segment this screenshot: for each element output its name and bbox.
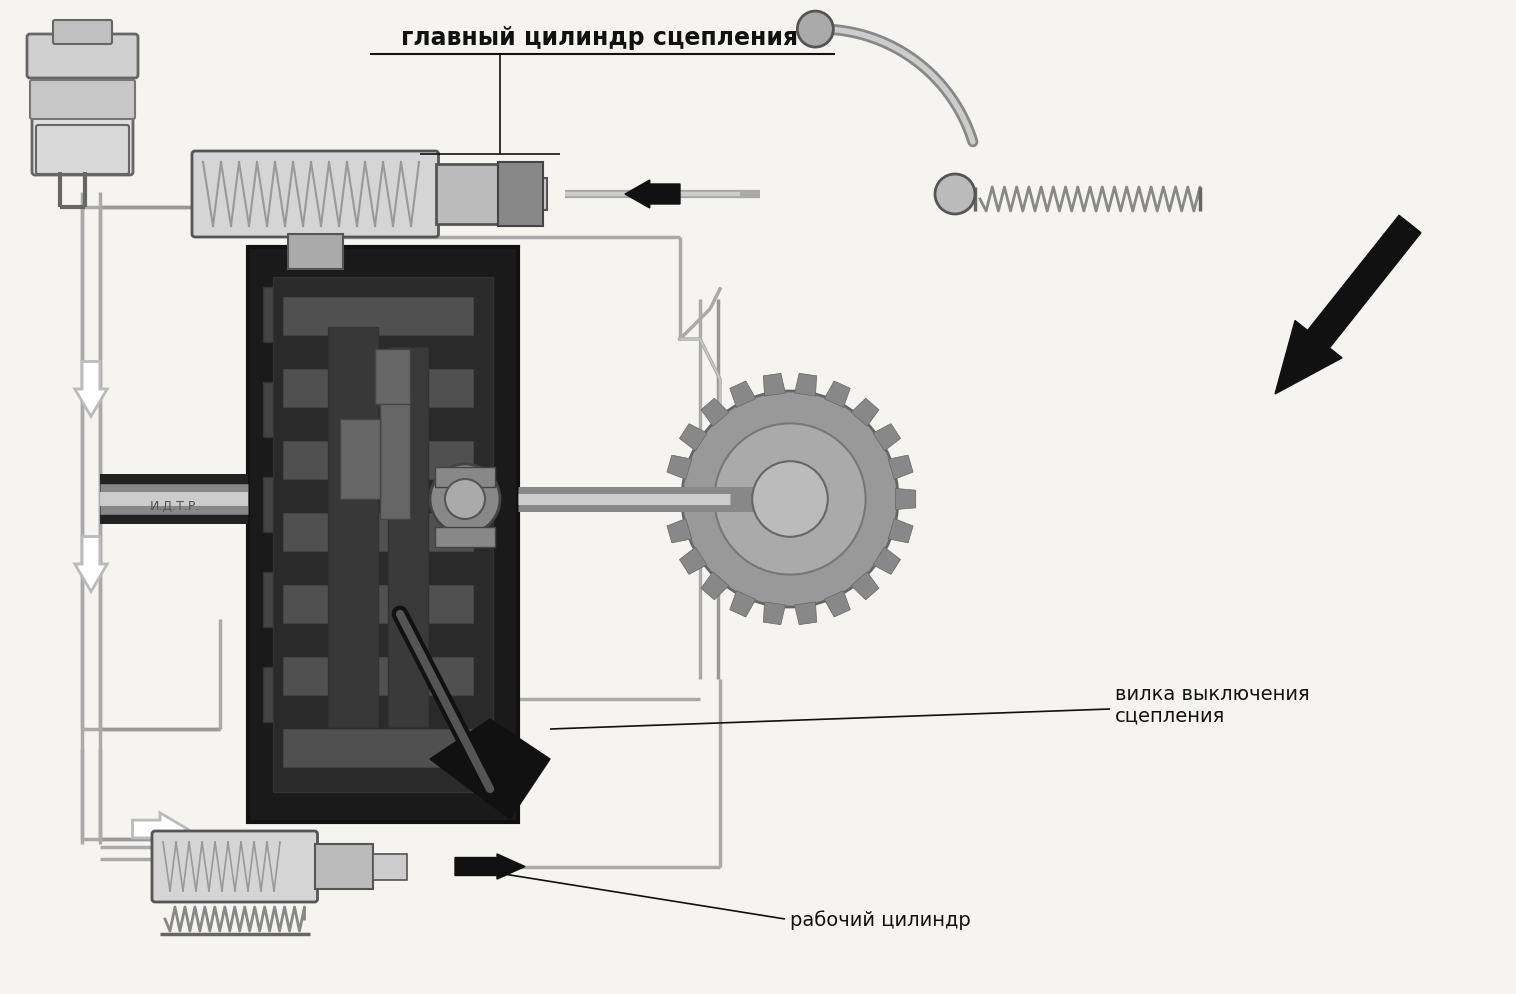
Polygon shape [700, 573, 729, 600]
Polygon shape [825, 591, 850, 617]
FancyBboxPatch shape [152, 831, 317, 903]
FancyArrow shape [455, 854, 525, 880]
Circle shape [935, 175, 975, 215]
Bar [283, 730, 473, 767]
Text: И.Д.Т.Р.: И.Д.Т.Р. [150, 499, 200, 512]
FancyArrow shape [1275, 216, 1420, 395]
Text: вилка выключения
сцепления: вилка выключения сцепления [1114, 684, 1310, 725]
Polygon shape [74, 537, 108, 591]
Polygon shape [667, 519, 691, 544]
Polygon shape [850, 399, 879, 426]
Bar [499, 163, 543, 227]
Polygon shape [764, 602, 785, 625]
FancyBboxPatch shape [32, 65, 133, 176]
Bar [273, 277, 493, 792]
Polygon shape [873, 424, 901, 451]
Circle shape [682, 392, 897, 607]
Bar [502, 179, 546, 211]
Bar [283, 441, 473, 479]
Bar [381, 400, 409, 520]
Polygon shape [729, 382, 756, 409]
Text: главный цилиндр сцепления: главный цилиндр сцепления [402, 26, 799, 50]
Polygon shape [873, 548, 901, 575]
Bar [283, 514, 473, 552]
Circle shape [797, 12, 834, 48]
Bar [262, 287, 323, 343]
Bar [288, 235, 343, 269]
Polygon shape [132, 813, 188, 845]
Polygon shape [896, 489, 916, 510]
Polygon shape [888, 519, 913, 544]
Bar [340, 419, 381, 500]
FancyBboxPatch shape [30, 81, 135, 120]
Bar [435, 165, 502, 225]
Bar [283, 585, 473, 623]
Polygon shape [700, 399, 729, 426]
Circle shape [431, 464, 500, 535]
Polygon shape [679, 424, 706, 451]
Bar [388, 348, 428, 728]
Bar [262, 667, 323, 723]
Bar [373, 854, 408, 880]
Polygon shape [679, 548, 706, 575]
Polygon shape [825, 382, 850, 409]
FancyArrow shape [625, 181, 681, 209]
Text: рабочий цилиндр: рабочий цилиндр [790, 910, 970, 929]
Bar [314, 844, 373, 889]
Polygon shape [850, 573, 879, 600]
FancyBboxPatch shape [27, 35, 138, 79]
Polygon shape [664, 489, 685, 510]
Polygon shape [431, 720, 550, 819]
Bar [283, 370, 473, 408]
Polygon shape [764, 374, 785, 397]
Polygon shape [794, 374, 817, 397]
Bar [374, 350, 409, 405]
Bar [283, 657, 473, 695]
Polygon shape [729, 591, 756, 617]
Bar [327, 328, 377, 728]
Bar [283, 297, 473, 336]
Bar [249, 248, 518, 822]
Polygon shape [667, 455, 691, 480]
Circle shape [714, 424, 866, 575]
Bar [262, 573, 323, 627]
Bar [262, 383, 323, 437]
Circle shape [446, 479, 485, 520]
Polygon shape [888, 455, 913, 480]
FancyBboxPatch shape [193, 152, 438, 238]
FancyBboxPatch shape [53, 21, 112, 45]
Circle shape [752, 462, 828, 538]
FancyBboxPatch shape [36, 126, 129, 175]
Bar [435, 528, 496, 548]
Bar [435, 467, 496, 487]
Bar [262, 477, 323, 533]
Polygon shape [74, 362, 108, 417]
Polygon shape [794, 602, 817, 625]
